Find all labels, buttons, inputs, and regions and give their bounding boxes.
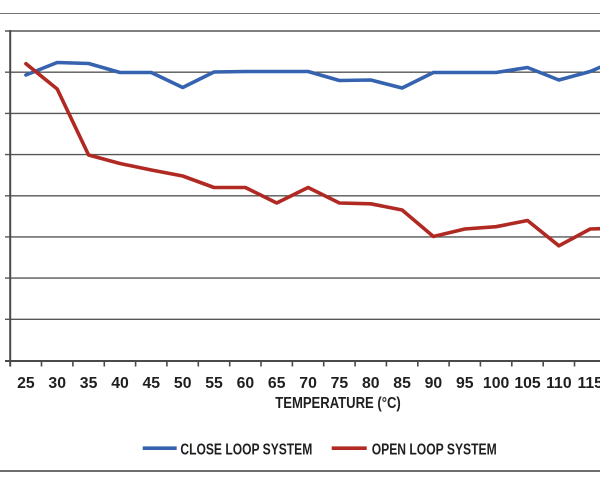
svg-text:115: 115 [577,375,600,392]
svg-text:60: 60 [237,375,255,392]
svg-text:30: 30 [48,375,66,392]
svg-text:100: 100 [483,375,510,392]
svg-text:TEMPERATURE (°C): TEMPERATURE (°C) [275,395,401,412]
svg-text:105: 105 [514,375,541,392]
svg-text:110: 110 [546,375,572,392]
svg-text:35: 35 [80,375,98,392]
svg-text:75: 75 [331,375,349,392]
svg-text:40: 40 [111,375,129,392]
svg-text:45: 45 [143,375,161,392]
svg-text:80: 80 [362,375,380,392]
svg-text:55: 55 [205,375,223,392]
svg-text:85: 85 [393,375,411,392]
svg-text:90: 90 [425,375,443,392]
svg-text:50: 50 [174,375,192,392]
svg-text:65: 65 [268,375,286,392]
svg-text:CLOSE LOOP SYSTEM: CLOSE LOOP SYSTEM [180,441,312,458]
svg-text:25: 25 [17,375,35,392]
svg-text:70: 70 [299,375,317,392]
svg-text:95: 95 [456,375,474,392]
svg-text:OPEN LOOP SYSTEM: OPEN LOOP SYSTEM [372,441,497,458]
